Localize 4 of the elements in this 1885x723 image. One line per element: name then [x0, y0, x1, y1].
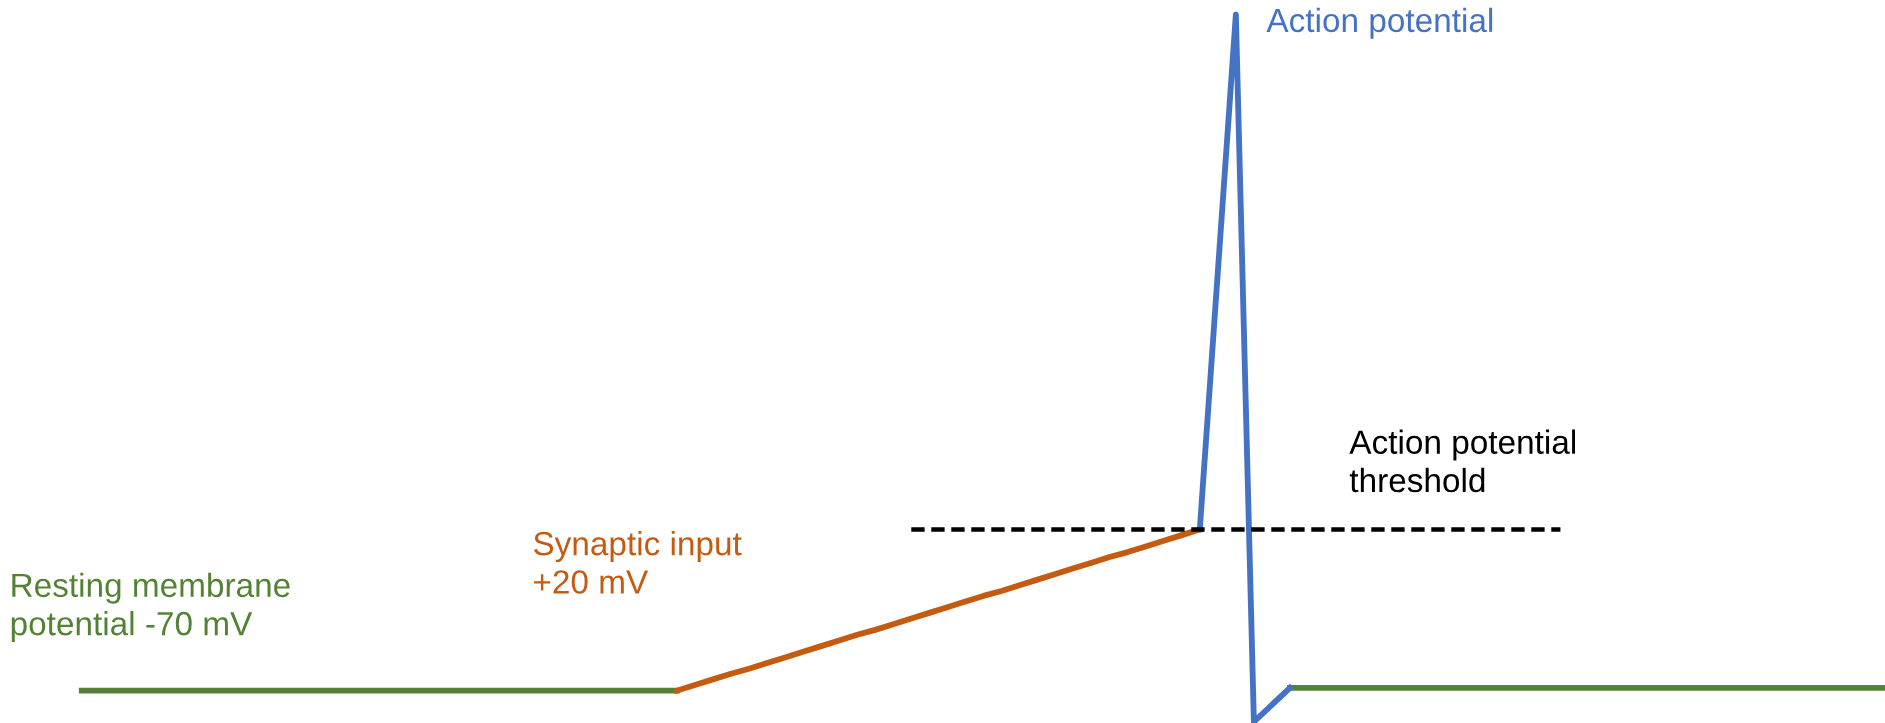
series-label: Action potential — [1266, 7, 1493, 39]
annotation: Action potential threshold — [1349, 429, 1576, 493]
series-label: Resting membrane potential -70 mV — [11, 572, 290, 643]
text: Synaptic input +20 mV — [533, 530, 742, 594]
